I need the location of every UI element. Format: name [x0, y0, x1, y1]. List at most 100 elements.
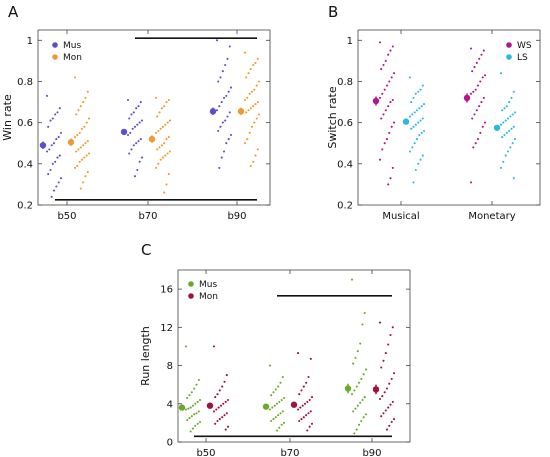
data-point — [247, 109, 250, 112]
data-point — [248, 131, 251, 134]
data-point — [218, 105, 221, 108]
data-point — [471, 70, 474, 73]
data-point — [129, 131, 132, 134]
data-point — [253, 88, 256, 91]
mean-marker — [262, 403, 270, 410]
data-point — [387, 183, 390, 186]
data-point — [226, 115, 229, 118]
data-point — [157, 162, 160, 165]
data-point — [481, 76, 484, 79]
data-point — [305, 414, 308, 417]
data-point — [188, 417, 191, 420]
y-axis-label: Switch rate — [326, 86, 339, 148]
data-point — [355, 428, 358, 431]
data-point — [248, 92, 251, 95]
data-point — [58, 154, 61, 157]
data-point — [501, 109, 504, 112]
data-point — [415, 109, 419, 112]
data-point — [218, 389, 221, 392]
y-tick-label: 12 — [160, 323, 173, 334]
data-point — [382, 113, 385, 116]
data-point — [417, 90, 420, 93]
data-point — [378, 41, 382, 44]
x-tick-label: b50 — [57, 211, 76, 222]
data-point — [410, 127, 413, 130]
data-point — [501, 136, 504, 139]
y-tick-label: 0.2 — [337, 201, 353, 212]
data-point — [309, 357, 312, 360]
data-point — [387, 406, 390, 409]
data-point — [353, 432, 356, 435]
data-point — [302, 385, 305, 388]
data-point — [256, 101, 259, 104]
data-point — [86, 171, 89, 174]
data-point — [224, 63, 227, 67]
data-point — [469, 181, 473, 184]
legend-marker — [506, 54, 512, 60]
data-point — [50, 144, 53, 147]
mean-marker — [178, 404, 186, 411]
data-point — [420, 131, 423, 134]
data-point — [73, 76, 77, 79]
data-point — [385, 387, 389, 390]
x-tick-label: Monetary — [468, 211, 515, 222]
data-point — [254, 61, 257, 64]
data-point — [168, 150, 172, 153]
mean-marker — [290, 401, 298, 408]
data-point — [352, 410, 355, 413]
panel-a: A 0.2 0.4 0.6 0.8 1 b50 b70 b90 Win rate Mus Mon — [1, 3, 271, 222]
data-point — [165, 183, 168, 186]
mean-marker — [67, 139, 75, 146]
data-point — [504, 154, 507, 157]
data-point — [469, 92, 473, 95]
data-point — [157, 129, 160, 132]
data-point — [59, 177, 63, 180]
data-point — [126, 133, 130, 137]
data-point — [384, 109, 387, 112]
data-point — [509, 146, 512, 149]
data-point — [160, 107, 163, 110]
data-point — [411, 113, 414, 116]
data-point — [378, 321, 382, 324]
data-point — [268, 364, 272, 367]
data-point — [76, 164, 79, 167]
data-point — [78, 131, 81, 134]
data-point — [50, 195, 53, 198]
data-point — [272, 391, 275, 394]
data-point — [138, 121, 141, 124]
y-tick-label: 1 — [27, 36, 33, 47]
legend-marker — [52, 54, 58, 60]
y-tick-label: 0.6 — [337, 118, 353, 129]
data-point — [156, 148, 159, 151]
data-point — [191, 427, 195, 430]
data-point — [194, 424, 197, 427]
data-point — [384, 409, 387, 412]
data-point — [135, 107, 138, 110]
data-point — [163, 105, 166, 108]
data-point — [359, 401, 362, 404]
data-point — [389, 403, 392, 406]
data-point — [353, 389, 356, 392]
data-point — [479, 131, 482, 134]
data-point — [300, 389, 303, 392]
data-point — [413, 111, 416, 114]
data-point — [381, 148, 384, 151]
data-point — [225, 374, 228, 377]
plot-frame — [177, 269, 411, 443]
mean-marker — [402, 118, 410, 125]
data-point — [190, 391, 193, 394]
data-point — [408, 76, 412, 79]
data-point — [380, 366, 383, 369]
data-point — [73, 136, 77, 139]
data-point — [357, 423, 361, 426]
data-point — [510, 96, 513, 99]
data-point — [392, 418, 396, 421]
data-point — [47, 173, 50, 176]
data-point — [87, 152, 91, 155]
data-point — [383, 142, 386, 145]
data-point — [137, 140, 140, 143]
panel-b: B 0.2 0.4 0.6 0.8 1 Musical Monetary Switch rate… — [326, 3, 541, 222]
data-point — [391, 326, 394, 329]
data-point — [80, 127, 84, 130]
data-point — [226, 398, 230, 402]
